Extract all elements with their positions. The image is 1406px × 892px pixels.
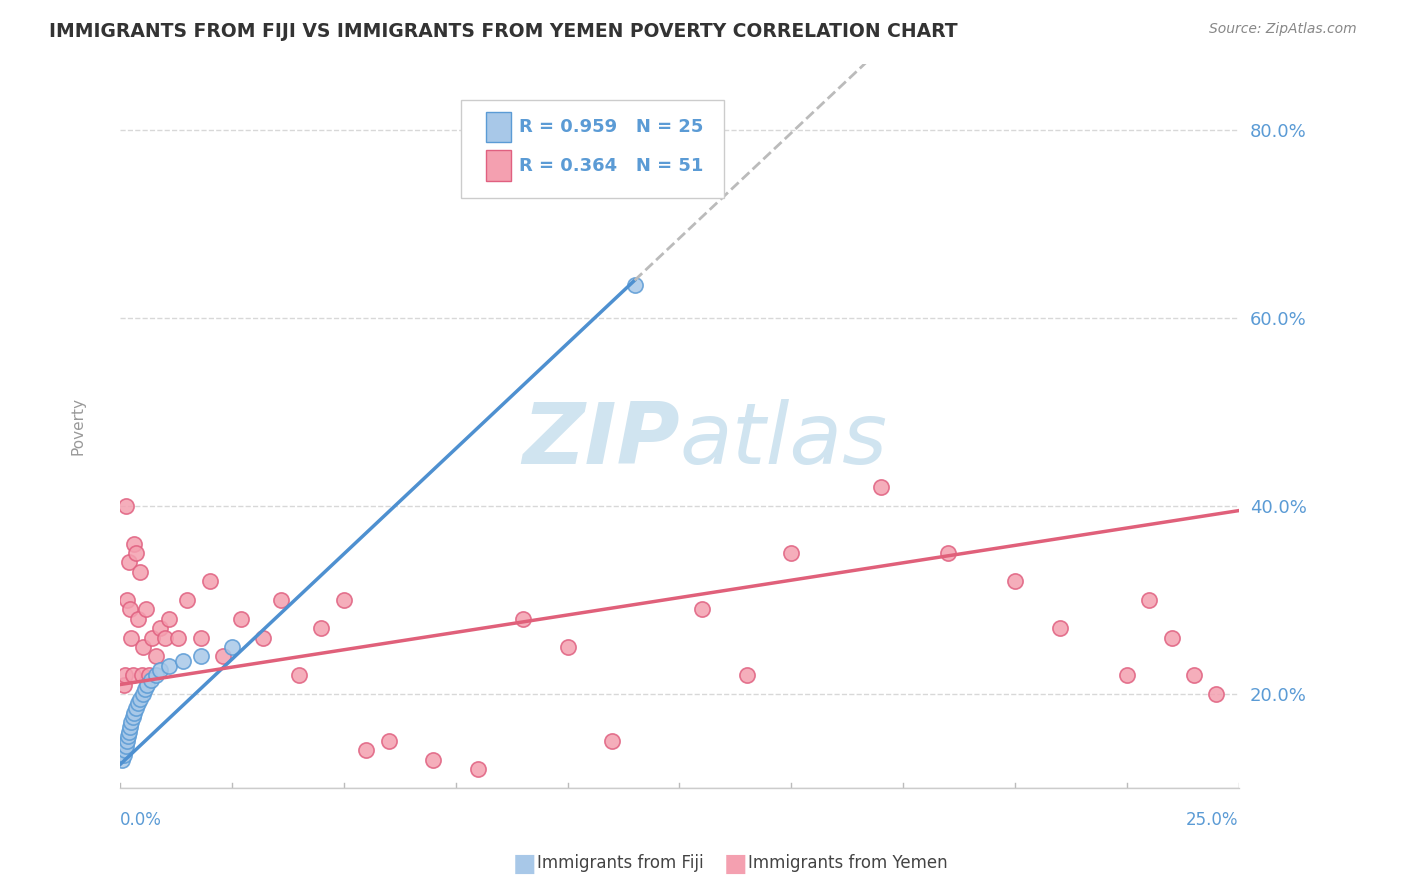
Point (157, 612, 180, 626)
Point (112, 677, 135, 691)
Point (221, 640, 243, 654)
Point (132, 640, 155, 654)
Point (127, 697, 149, 711)
Text: ZIP: ZIP (522, 399, 679, 482)
Point (120, 715, 142, 730)
Point (149, 664, 172, 678)
Point (157, 658, 180, 673)
Point (252, 631, 274, 645)
Point (128, 565, 150, 579)
Point (229, 612, 252, 626)
Point (131, 668, 153, 682)
Point (311, 621, 333, 635)
Point (623, 277, 645, 292)
Point (114, 743, 136, 757)
Point (1004, 574, 1026, 588)
Point (422, 753, 444, 767)
Point (690, 602, 713, 616)
Point (141, 673, 163, 687)
Text: Poverty: Poverty (70, 397, 86, 455)
Point (134, 682, 156, 697)
Text: IMMIGRANTS FROM FIJI VS IMMIGRANTS FROM YEMEN POVERTY CORRELATION CHART: IMMIGRANTS FROM FIJI VS IMMIGRANTS FROM … (49, 22, 957, 41)
Point (131, 687, 153, 701)
Point (512, 612, 534, 626)
Point (121, 710, 143, 724)
Point (780, 546, 803, 560)
Point (198, 574, 221, 588)
Point (557, 640, 579, 654)
Point (869, 480, 891, 494)
Point (124, 536, 146, 550)
Point (288, 668, 311, 682)
Point (1115, 668, 1137, 682)
Point (118, 602, 141, 616)
Text: 0.0%: 0.0% (120, 811, 162, 830)
Point (270, 593, 292, 607)
Point (145, 668, 167, 682)
Text: Immigrants from Fiji: Immigrants from Fiji (537, 855, 704, 872)
Text: atlas: atlas (679, 399, 887, 482)
Point (735, 668, 758, 682)
Point (118, 724, 141, 739)
Point (127, 612, 149, 626)
Point (333, 593, 356, 607)
Point (111, 753, 134, 767)
Point (129, 691, 152, 706)
Text: Source: ZipAtlas.com: Source: ZipAtlas.com (1209, 22, 1357, 37)
Point (114, 668, 136, 682)
Point (467, 762, 489, 776)
Point (153, 631, 176, 645)
Point (125, 546, 148, 560)
Point (167, 631, 190, 645)
Point (112, 747, 135, 762)
Point (114, 739, 136, 753)
Point (138, 668, 160, 682)
Point (354, 743, 377, 757)
Point (122, 706, 145, 720)
Point (117, 593, 139, 607)
Point (1182, 668, 1205, 682)
Text: 25.0%: 25.0% (1187, 811, 1239, 830)
Bar (486, 112, 510, 143)
Point (377, 734, 399, 748)
Point (125, 701, 148, 715)
Point (1205, 687, 1227, 701)
Point (172, 654, 194, 668)
Point (136, 677, 159, 691)
Point (936, 546, 959, 560)
Point (176, 593, 198, 607)
Point (141, 631, 163, 645)
Point (115, 499, 138, 513)
Point (1160, 631, 1182, 645)
FancyBboxPatch shape (461, 100, 724, 198)
Point (1049, 621, 1071, 635)
Point (149, 621, 172, 635)
Point (135, 602, 157, 616)
Text: Immigrants from Yemen: Immigrants from Yemen (748, 855, 948, 872)
Bar (486, 151, 510, 181)
Point (120, 631, 142, 645)
Text: R = 0.364   N = 51: R = 0.364 N = 51 (519, 157, 704, 175)
Text: ■: ■ (513, 852, 537, 875)
Point (145, 649, 167, 664)
Point (600, 734, 623, 748)
Point (117, 729, 139, 743)
Point (118, 555, 141, 569)
Text: R = 0.959   N = 25: R = 0.959 N = 25 (519, 119, 704, 136)
Point (115, 734, 138, 748)
Point (1137, 593, 1160, 607)
Point (190, 631, 212, 645)
Point (212, 649, 235, 664)
Point (190, 649, 212, 664)
Point (118, 720, 141, 734)
Text: ■: ■ (724, 852, 748, 875)
Point (121, 668, 143, 682)
